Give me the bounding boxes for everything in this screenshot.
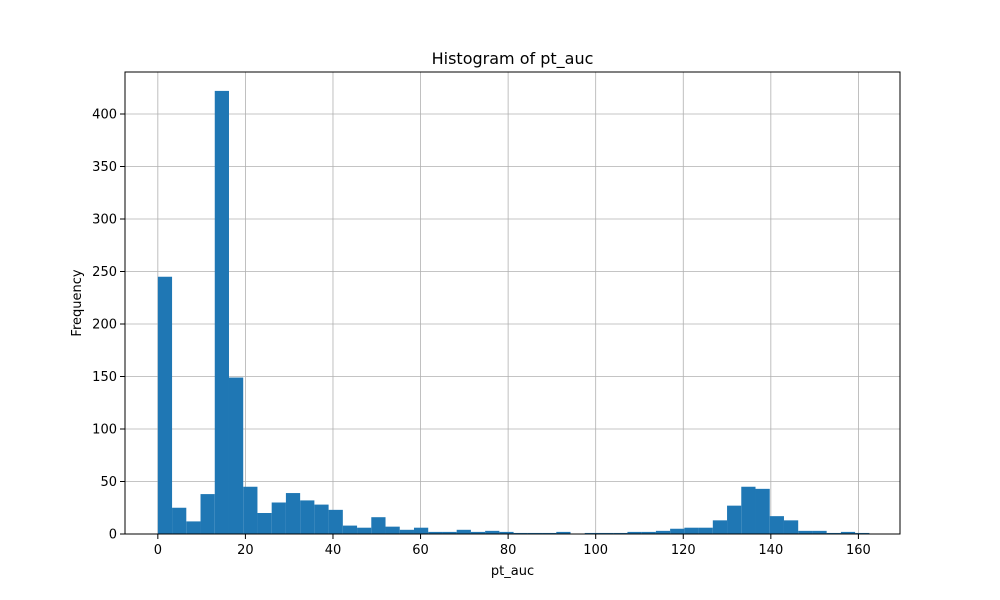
x-tick-label: 40 xyxy=(325,543,342,558)
histogram-bar xyxy=(271,502,286,534)
histogram-bar xyxy=(499,531,514,534)
histogram-bar xyxy=(243,486,258,534)
x-axis-ticks: 0 20 40 60 80 100 120 140 160 xyxy=(154,534,871,558)
chart-title: Histogram of pt_auc xyxy=(432,49,594,69)
y-axis-label: Frequency xyxy=(70,269,85,336)
histogram-bar xyxy=(257,513,272,534)
histogram-bar xyxy=(684,527,699,534)
histogram-bar xyxy=(157,276,173,534)
histogram-bar xyxy=(186,521,201,534)
x-tick-label: 20 xyxy=(237,543,254,558)
histogram-bar xyxy=(413,527,429,534)
y-tick-label: 200 xyxy=(92,318,117,333)
y-tick-label: 100 xyxy=(92,423,117,438)
histogram-bar xyxy=(798,530,813,534)
histogram-bar xyxy=(712,520,728,534)
histogram-bar xyxy=(470,531,486,534)
histogram-bar xyxy=(613,532,628,534)
histogram-bar xyxy=(172,507,187,534)
x-tick-label: 60 xyxy=(412,543,429,558)
histogram-bar xyxy=(826,532,841,534)
grid-lines xyxy=(125,72,900,535)
y-tick-label: 400 xyxy=(92,108,117,123)
histogram-bar xyxy=(584,532,599,534)
histogram-bar xyxy=(670,528,685,534)
histogram-bar xyxy=(598,532,614,534)
histogram-bar xyxy=(527,532,543,534)
y-tick-label: 350 xyxy=(92,160,117,175)
histogram-bar xyxy=(769,516,784,534)
histogram-bar xyxy=(214,90,229,535)
x-tick-label: 160 xyxy=(846,543,871,558)
histogram-bar xyxy=(228,377,244,534)
histogram-bar xyxy=(755,488,770,534)
y-tick-label: 300 xyxy=(92,213,117,228)
x-tick-label: 80 xyxy=(500,543,517,558)
histogram-bar xyxy=(300,500,315,534)
histogram-bar xyxy=(513,532,528,534)
histogram-bar xyxy=(641,531,656,534)
histogram-bar xyxy=(627,531,642,534)
histogram-bar xyxy=(727,505,742,534)
plot-frame xyxy=(124,71,901,535)
histogram-bar xyxy=(342,525,358,534)
histogram-bar xyxy=(542,532,557,534)
histogram-bar xyxy=(314,504,329,534)
y-tick-label: 150 xyxy=(92,370,117,385)
histogram-bar xyxy=(456,529,471,534)
histogram-bar xyxy=(328,509,343,534)
histogram-bar xyxy=(371,517,386,534)
x-tick-label: 100 xyxy=(583,543,608,558)
y-tick-label: 50 xyxy=(100,475,117,490)
histogram-bar xyxy=(200,494,215,534)
x-tick-label: 120 xyxy=(671,543,696,558)
x-tick-label: 0 xyxy=(154,543,162,558)
y-tick-label: 0 xyxy=(109,528,117,543)
histogram-bar xyxy=(840,531,856,534)
histogram-bar xyxy=(812,530,827,534)
histogram-bar xyxy=(783,520,799,534)
x-tick-label: 140 xyxy=(758,543,783,558)
histogram-bar xyxy=(556,531,571,534)
histogram-bar xyxy=(399,529,414,534)
histogram-bar xyxy=(285,493,301,534)
histogram-bar xyxy=(357,527,372,534)
histogram-bars xyxy=(157,90,870,535)
histogram-bar xyxy=(485,530,500,534)
histogram-bar xyxy=(698,527,713,534)
y-axis-ticks: 0 50 100 150 200 250 300 350 400 xyxy=(92,108,125,543)
histogram-bar xyxy=(655,530,671,534)
histogram-bar xyxy=(855,532,870,534)
x-axis-label: pt_auc xyxy=(491,564,534,579)
histogram-bar xyxy=(428,531,443,534)
histogram-bar xyxy=(741,486,756,534)
y-tick-label: 250 xyxy=(92,265,117,280)
histogram-bar xyxy=(385,526,400,534)
histogram-bar xyxy=(442,531,457,534)
